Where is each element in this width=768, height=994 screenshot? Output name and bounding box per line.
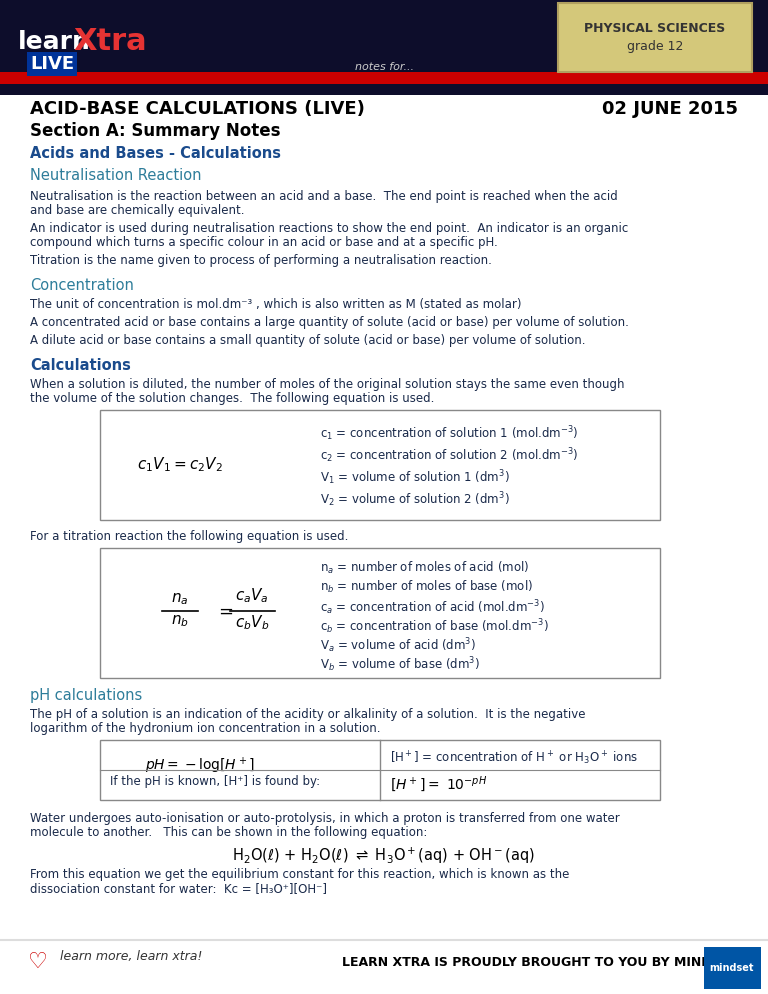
Text: $c_1V_1 = c_2V_2$: $c_1V_1 = c_2V_2$ [137, 455, 223, 474]
Text: $n_a$: $n_a$ [171, 591, 189, 607]
Text: If the pH is known, [H⁺] is found by:: If the pH is known, [H⁺] is found by: [110, 775, 320, 788]
Text: LIVE: LIVE [30, 55, 74, 73]
Text: learn: learn [18, 30, 91, 54]
Text: Water undergoes auto-ionisation or auto-protolysis, in which a proton is transfe: Water undergoes auto-ionisation or auto-… [30, 812, 620, 825]
FancyBboxPatch shape [100, 740, 660, 800]
FancyBboxPatch shape [0, 0, 768, 95]
Text: $pH = -\log[H^+]$: $pH = -\log[H^+]$ [145, 756, 255, 776]
Text: c$_b$ = concentration of base (mol.dm$^{-3}$): c$_b$ = concentration of base (mol.dm$^{… [320, 617, 548, 636]
Text: and base are chemically equivalent.: and base are chemically equivalent. [30, 204, 244, 217]
Text: ♡: ♡ [28, 952, 48, 972]
Text: molecule to another.   This can be shown in the following equation:: molecule to another. This can be shown i… [30, 826, 427, 839]
Text: c$_2$ = concentration of solution 2 (mol.dm$^{-3}$): c$_2$ = concentration of solution 2 (mol… [320, 446, 578, 465]
Text: notes for...: notes for... [355, 62, 414, 72]
Text: Xtra: Xtra [73, 27, 147, 56]
Text: pH calculations: pH calculations [30, 688, 142, 703]
Text: Concentration: Concentration [30, 278, 134, 293]
Text: V$_1$ = volume of solution 1 (dm$^3$): V$_1$ = volume of solution 1 (dm$^3$) [320, 468, 510, 487]
Text: Calculations: Calculations [30, 358, 131, 373]
Text: LEARN XTRA IS PROUDLY BROUGHT TO YOU BY MINDSET: LEARN XTRA IS PROUDLY BROUGHT TO YOU BY … [343, 955, 738, 968]
FancyBboxPatch shape [704, 947, 761, 989]
Text: Acids and Bases - Calculations: Acids and Bases - Calculations [30, 146, 281, 161]
FancyBboxPatch shape [558, 3, 752, 72]
Text: n$_b$ = number of moles of base (mol): n$_b$ = number of moles of base (mol) [320, 579, 533, 595]
Text: PHYSICAL SCIENCES: PHYSICAL SCIENCES [584, 22, 726, 35]
Text: $c_bV_b$: $c_bV_b$ [235, 613, 269, 632]
Text: $c_aV_a$: $c_aV_a$ [235, 586, 269, 605]
FancyBboxPatch shape [0, 72, 768, 84]
Text: Neutralisation is the reaction between an acid and a base.  The end point is rea: Neutralisation is the reaction between a… [30, 190, 617, 203]
Text: From this equation we get the equilibrium constant for this reaction, which is k: From this equation we get the equilibriu… [30, 868, 569, 881]
Text: grade 12: grade 12 [627, 40, 684, 53]
Text: $=$: $=$ [215, 602, 233, 620]
Text: $n_b$: $n_b$ [171, 613, 189, 628]
Text: the volume of the solution changes.  The following equation is used.: the volume of the solution changes. The … [30, 392, 435, 405]
Text: logarithm of the hydronium ion concentration in a solution.: logarithm of the hydronium ion concentra… [30, 722, 380, 735]
Text: learn more, learn xtra!: learn more, learn xtra! [60, 950, 203, 963]
Text: For a titration reaction the following equation is used.: For a titration reaction the following e… [30, 530, 349, 543]
Text: mindset: mindset [710, 963, 754, 973]
Text: dissociation constant for water:  Kᴄ = [H₃O⁺][OH⁻]: dissociation constant for water: Kᴄ = [H… [30, 882, 327, 895]
Text: H$_2$O$(\ell)$ + H$_2$O$(\ell)$ $\rightleftharpoons$ H$_3$O$^+$(aq) + OH$^-$(aq): H$_2$O$(\ell)$ + H$_2$O$(\ell)$ $\rightl… [233, 846, 535, 867]
Text: V$_a$ = volume of acid (dm$^3$): V$_a$ = volume of acid (dm$^3$) [320, 636, 476, 655]
Text: Section A: Summary Notes: Section A: Summary Notes [30, 122, 280, 140]
Text: $[H^+] = \ 10^{-pH}$: $[H^+] = \ 10^{-pH}$ [390, 774, 487, 794]
Text: The pH of a solution is an indication of the acidity or alkalinity of a solution: The pH of a solution is an indication of… [30, 708, 585, 721]
FancyBboxPatch shape [100, 548, 660, 678]
Text: V$_b$ = volume of base (dm$^3$): V$_b$ = volume of base (dm$^3$) [320, 655, 480, 674]
Text: Titration is the name given to process of performing a neutralisation reaction.: Titration is the name given to process o… [30, 254, 492, 267]
Text: When a solution is diluted, the number of moles of the original solution stays t: When a solution is diluted, the number o… [30, 378, 624, 391]
Text: n$_a$ = number of moles of acid (mol): n$_a$ = number of moles of acid (mol) [320, 560, 529, 577]
Text: The unit of concentration is mol.dm⁻³ , which is also written as M (stated as mo: The unit of concentration is mol.dm⁻³ , … [30, 298, 521, 311]
Text: [H$^+$] = concentration of H$^+$ or H$_3$O$^+$ ions: [H$^+$] = concentration of H$^+$ or H$_3… [390, 750, 638, 767]
Text: ACID-BASE CALCULATIONS (LIVE): ACID-BASE CALCULATIONS (LIVE) [30, 100, 365, 118]
Text: V$_2$ = volume of solution 2 (dm$^3$): V$_2$ = volume of solution 2 (dm$^3$) [320, 490, 510, 509]
Text: c$_1$ = concentration of solution 1 (mol.dm$^{-3}$): c$_1$ = concentration of solution 1 (mol… [320, 424, 578, 442]
FancyBboxPatch shape [100, 410, 660, 520]
Text: An indicator is used during neutralisation reactions to show the end point.  An : An indicator is used during neutralisati… [30, 222, 628, 235]
Text: A dilute acid or base contains a small quantity of solute (acid or base) per vol: A dilute acid or base contains a small q… [30, 334, 585, 347]
Text: A concentrated acid or base contains a large quantity of solute (acid or base) p: A concentrated acid or base contains a l… [30, 316, 629, 329]
Text: compound which turns a specific colour in an acid or base and at a specific pH.: compound which turns a specific colour i… [30, 236, 498, 249]
Text: 02 JUNE 2015: 02 JUNE 2015 [602, 100, 738, 118]
Text: Neutralisation Reaction: Neutralisation Reaction [30, 168, 201, 183]
Text: c$_a$ = concentration of acid (mol.dm$^{-3}$): c$_a$ = concentration of acid (mol.dm$^{… [320, 598, 545, 616]
